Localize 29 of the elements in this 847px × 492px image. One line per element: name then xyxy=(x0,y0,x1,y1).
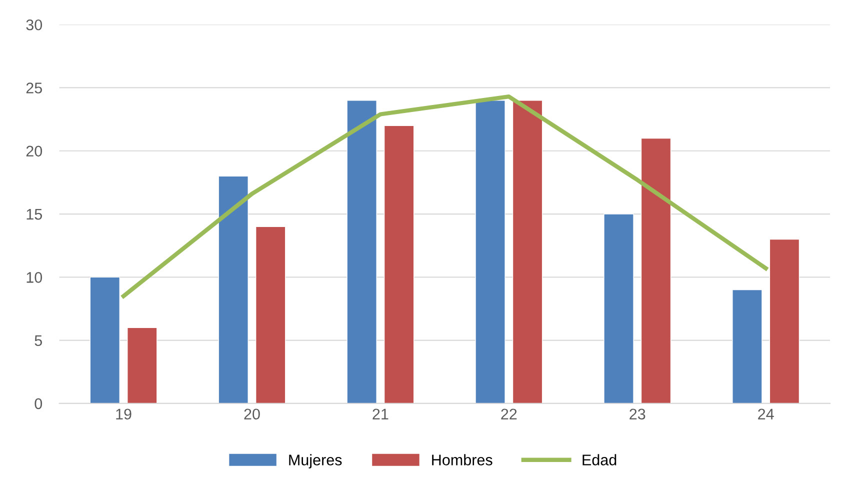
y-tick-label: 25 xyxy=(26,82,42,94)
legend-label: Mujeres xyxy=(289,454,342,468)
legend-label: Edad xyxy=(582,454,616,466)
bar xyxy=(769,238,800,404)
bar xyxy=(640,138,672,404)
line-series xyxy=(121,94,768,298)
x-tick-label: 24 xyxy=(758,408,774,420)
bar xyxy=(90,276,120,404)
x-tick-label: 21 xyxy=(372,408,388,420)
bar xyxy=(384,125,414,404)
bar xyxy=(732,289,762,404)
bar xyxy=(218,176,248,404)
bar xyxy=(475,100,506,404)
y-tick-label: 5 xyxy=(34,335,42,346)
bar xyxy=(346,100,377,404)
y-tick-label: 30 xyxy=(26,19,42,30)
bar xyxy=(604,214,634,404)
x-tick-label: 19 xyxy=(116,408,132,420)
y-tick-label: 15 xyxy=(26,209,42,220)
x-tick-label: 23 xyxy=(630,408,646,420)
x-tick-label: 20 xyxy=(244,408,260,420)
bar xyxy=(255,226,286,404)
legend-label: Hombres xyxy=(432,454,492,466)
x-tick-label: 22 xyxy=(501,408,517,420)
y-tick-label: 10 xyxy=(26,272,42,283)
bar xyxy=(127,327,158,404)
y-tick-label: 0 xyxy=(34,398,42,410)
bar xyxy=(512,100,543,404)
y-tick-label: 20 xyxy=(26,146,42,157)
